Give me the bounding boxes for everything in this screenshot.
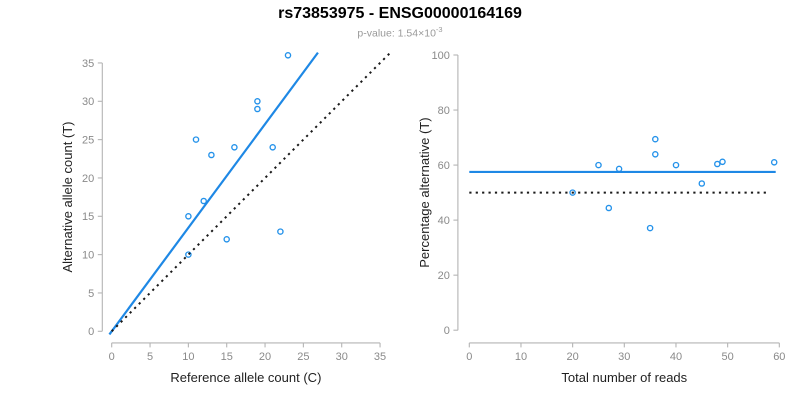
data-point [231,144,238,151]
data-point [595,161,602,169]
x-tick-label: 10 [515,351,527,363]
data-point [284,52,292,59]
x-tick-label: 20 [259,351,271,363]
data-point [714,160,721,168]
fit-line [108,51,319,336]
data-point [646,224,654,232]
data-point [185,213,192,220]
x-tick-label: 30 [336,351,348,363]
x-tick-label: 60 [773,351,785,363]
data-point [200,197,207,205]
identity-line [110,52,391,333]
chart-title: rs73853975 - ENSG00000164169 [278,5,522,22]
chart-subtitle-pvalue: p-value: 1.54×10-3 [0,25,800,40]
right-plot: 0 10 20 30 40 50 60 0 20 40 60 80 100 [432,50,786,363]
left-plot: 0 5 10 15 20 25 30 35 0 5 10 15 20 25 30 35 [82,51,391,363]
data-point [698,180,706,187]
data-point [277,228,284,235]
x-tick-label: 40 [670,351,682,363]
y-tick-label: 10 [82,249,94,261]
y-tick-label: 0 [444,325,450,337]
data-point [719,158,726,166]
y-tick-label: 0 [88,326,94,338]
x-tick-label: 50 [722,351,734,363]
right-xaxis-title: Total number of reads [561,370,687,385]
y-tick-label: 5 [88,288,94,300]
left-yaxis-title: Alternative allele count (T) [60,121,75,272]
y-tick-label: 20 [82,173,94,185]
x-tick-label: 0 [109,351,115,363]
y-tick-label: 80 [438,105,450,117]
y-tick-label: 35 [82,58,94,70]
y-tick-label: 20 [438,270,450,282]
x-tick-label: 0 [466,351,472,363]
y-tick-label: 60 [438,160,450,172]
data-point [223,236,230,243]
y-tick-label: 30 [82,96,94,108]
y-tick-label: 15 [82,211,94,223]
data-point [605,204,613,212]
right-yaxis-title: Percentage alternative (T) [417,117,432,267]
data-point [615,165,623,173]
data-point [770,159,778,166]
data-point [652,151,659,158]
x-tick-label: 10 [182,351,194,363]
data-point [672,161,680,169]
y-tick-label: 25 [82,134,94,146]
data-point [269,144,276,151]
x-tick-label: 30 [618,351,630,363]
data-point [254,105,261,113]
left-xaxis-title: Reference allele count (C) [170,370,321,385]
data-point [192,136,200,143]
pvalue-exponent: -3 [435,25,443,34]
x-tick-label: 35 [374,351,386,363]
x-tick-label: 20 [567,351,579,363]
data-point [208,151,215,159]
data-point [185,251,192,258]
data-point [569,189,576,196]
y-tick-label: 40 [438,215,450,227]
data-point [652,135,659,143]
y-tick-label: 100 [432,50,450,62]
data-point [254,98,261,105]
x-tick-label: 25 [297,351,309,363]
x-tick-label: 5 [147,351,153,363]
pvalue-text: p-value: 1.54×10 [357,27,436,40]
x-tick-label: 15 [221,351,233,363]
